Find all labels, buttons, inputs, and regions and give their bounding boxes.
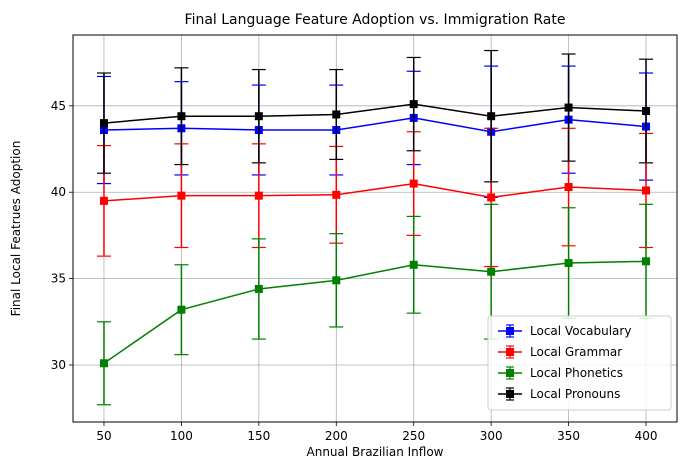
series-layer (96, 49, 654, 406)
y-axis-title: Final Local Featrues Adoption (9, 141, 23, 317)
data-point (177, 112, 186, 121)
data-point (254, 112, 263, 121)
series-2 (96, 203, 654, 406)
data-point (409, 179, 418, 188)
data-point (99, 196, 108, 205)
legend-marker (506, 369, 514, 377)
data-point (332, 110, 341, 119)
x-tick-label: 250 (402, 429, 425, 443)
data-point (564, 183, 573, 192)
data-point (564, 259, 573, 268)
x-tick-label: 50 (96, 429, 111, 443)
data-point (332, 276, 341, 285)
data-point (409, 100, 418, 109)
data-point (177, 191, 186, 200)
x-tick-label: 200 (325, 429, 348, 443)
legend-marker (506, 348, 514, 356)
y-tick-label: 35 (51, 272, 66, 286)
data-point (642, 257, 651, 266)
legend-label: Local Pronouns (530, 387, 620, 401)
data-point (99, 359, 108, 368)
data-point (409, 260, 418, 269)
y-tick-label: 40 (51, 185, 66, 199)
x-tick-label: 300 (480, 429, 503, 443)
x-axis-title: Annual Brazilian Inflow (307, 445, 444, 459)
legend-box (487, 315, 672, 411)
legend-marker (506, 390, 514, 398)
data-point (99, 119, 108, 128)
y-tick-label: 45 (51, 99, 66, 113)
data-point (564, 103, 573, 112)
legend-label: Local Vocabulary (530, 324, 631, 338)
y-tick-label: 30 (51, 358, 66, 372)
chart-title: Final Language Feature Adoption vs. Immi… (185, 12, 566, 28)
data-point (487, 193, 496, 202)
x-tick-label: 350 (557, 429, 580, 443)
series-line (103, 103, 647, 124)
data-point (254, 284, 263, 293)
x-tick-label: 100 (170, 429, 193, 443)
ticks: 50 100 150 200 250 300 350 400 30 35 40 45 (51, 99, 658, 443)
data-point (254, 191, 263, 200)
data-point (332, 190, 341, 199)
data-point (642, 186, 651, 195)
series-3 (96, 49, 654, 183)
series-line (103, 182, 647, 202)
legend-label: Local Phonetics (530, 366, 623, 380)
series-line (103, 260, 647, 364)
plot-frame (72, 34, 678, 423)
legend-label: Local Grammar (530, 345, 622, 359)
data-point (487, 112, 496, 121)
data-point (642, 107, 651, 116)
data-point (487, 267, 496, 276)
x-tick-label: 150 (247, 429, 270, 443)
legend: Local Vocabulary Local Grammar Local Phone… (487, 315, 672, 411)
x-tick-label: 400 (635, 429, 658, 443)
data-point (177, 305, 186, 314)
series-line (103, 117, 647, 133)
legend-marker (506, 327, 514, 335)
